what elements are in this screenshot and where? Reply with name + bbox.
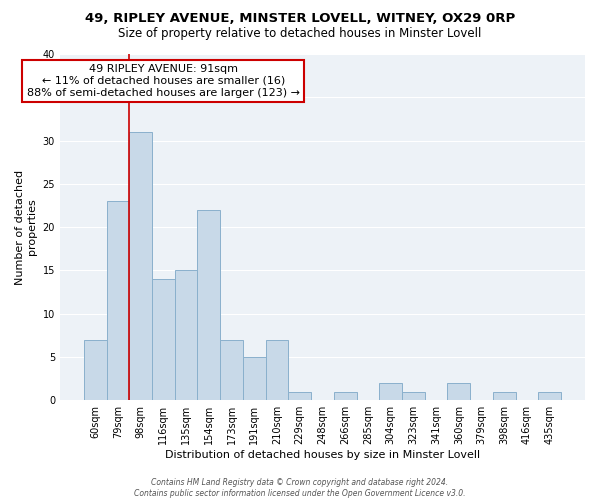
Bar [334, 392, 356, 400]
X-axis label: Distribution of detached houses by size in Minster Lovell: Distribution of detached houses by size … [165, 450, 480, 460]
Bar [538, 392, 561, 400]
Bar [84, 340, 107, 400]
Bar [448, 383, 470, 400]
Text: 49, RIPLEY AVENUE, MINSTER LOVELL, WITNEY, OX29 0RP: 49, RIPLEY AVENUE, MINSTER LOVELL, WITNE… [85, 12, 515, 26]
Bar [493, 392, 515, 400]
Bar [152, 279, 175, 400]
Bar [129, 132, 152, 400]
Bar [243, 357, 266, 400]
Text: 49 RIPLEY AVENUE: 91sqm
← 11% of detached houses are smaller (16)
88% of semi-de: 49 RIPLEY AVENUE: 91sqm ← 11% of detache… [27, 64, 300, 98]
Bar [107, 201, 129, 400]
Y-axis label: Number of detached
properties: Number of detached properties [16, 170, 37, 284]
Bar [289, 392, 311, 400]
Bar [266, 340, 289, 400]
Bar [197, 210, 220, 400]
Bar [220, 340, 243, 400]
Text: Contains HM Land Registry data © Crown copyright and database right 2024.
Contai: Contains HM Land Registry data © Crown c… [134, 478, 466, 498]
Bar [379, 383, 402, 400]
Text: Size of property relative to detached houses in Minster Lovell: Size of property relative to detached ho… [118, 28, 482, 40]
Bar [402, 392, 425, 400]
Bar [175, 270, 197, 400]
